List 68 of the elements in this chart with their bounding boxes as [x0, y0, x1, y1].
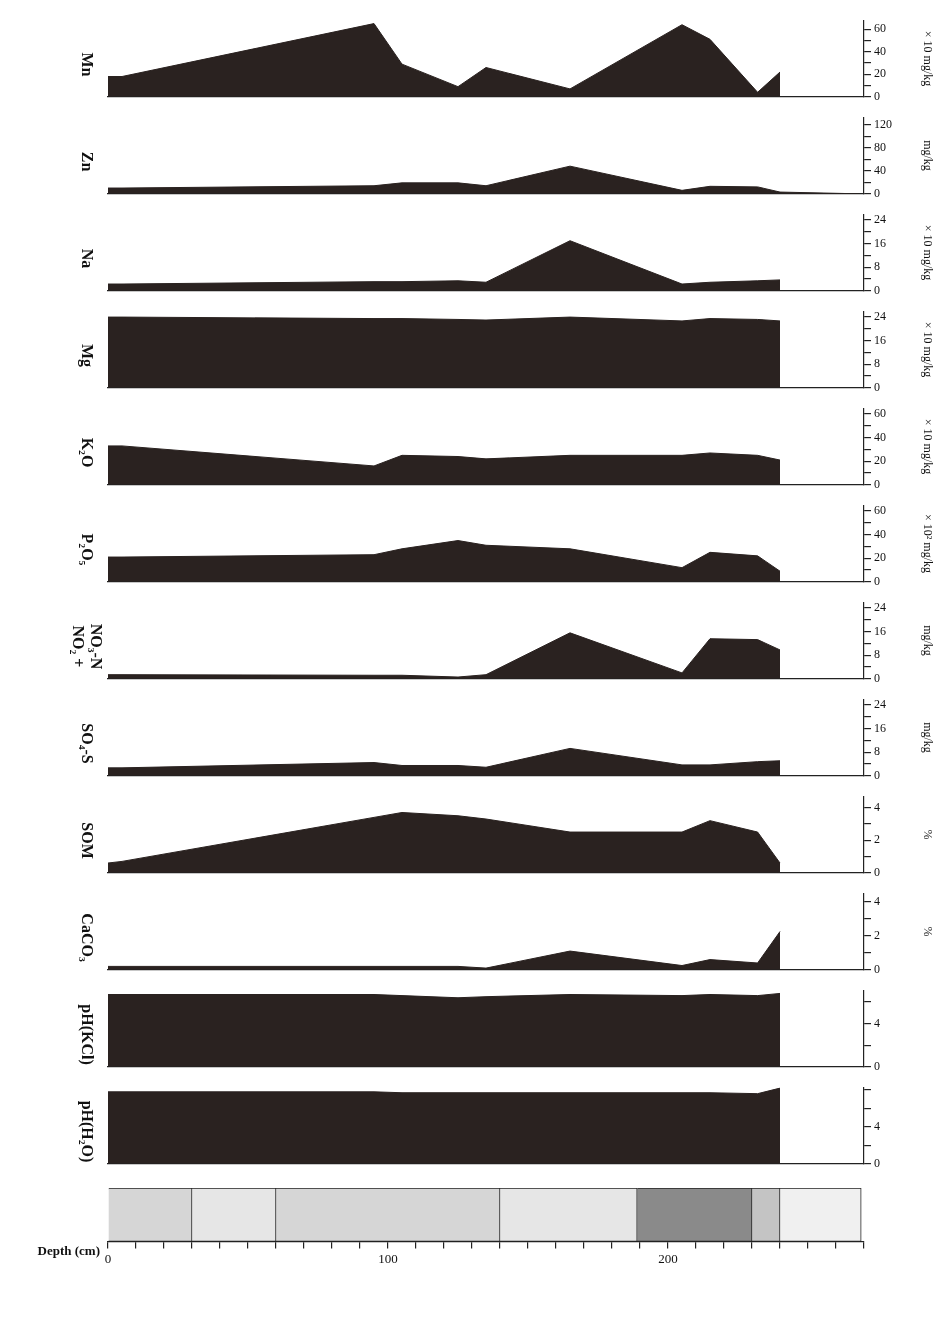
y-tick-label: 24 — [874, 600, 886, 615]
y-axis-title: mg/kg — [920, 140, 935, 171]
text: pH(H₂O) — [77, 1100, 96, 1163]
text: Mn — [78, 52, 96, 77]
x-tick-label: 200 — [658, 1250, 678, 1266]
y-tick-label: 24 — [874, 212, 886, 227]
y-tick-label: 4 — [874, 1015, 880, 1030]
y-axis-title: mg/kg — [920, 722, 935, 753]
y-tick-label: 24 — [874, 697, 886, 712]
y-axis-title: × 10 mg/kg — [920, 30, 935, 87]
y-tick-label: 40 — [874, 43, 886, 58]
y-tick-label: 2 — [874, 927, 880, 942]
text: P₂O₅ — [78, 533, 96, 566]
y-tick-label: 20 — [874, 66, 886, 81]
y-tick-label: 20 — [874, 453, 886, 468]
y-tick-label: 4 — [874, 893, 880, 908]
y-tick-label: 20 — [874, 550, 886, 565]
y-tick-label: 4 — [874, 799, 880, 814]
text: Na — [78, 248, 96, 269]
y-tick-label: 16 — [874, 720, 886, 735]
x-tick-label: 0 — [104, 1250, 112, 1266]
y-tick-label: 16 — [874, 623, 886, 638]
y-tick-label: 0 — [874, 1155, 880, 1170]
y-axis-title: × 10 mg/kg — [920, 418, 935, 475]
y-tick-label: 4 — [874, 1119, 880, 1134]
y-tick-label: 60 — [874, 503, 886, 518]
text: Mg — [77, 343, 96, 368]
y-tick-label: 0 — [874, 767, 880, 782]
y-tick-label: 0 — [874, 282, 880, 297]
text: SOM — [78, 822, 96, 859]
y-tick-label: 40 — [874, 162, 886, 177]
text: pH(KCl) — [77, 1004, 96, 1065]
y-axis-title: × 10² mg/kg — [920, 513, 935, 574]
y-tick-label: 120 — [874, 116, 892, 131]
y-tick-label: 8 — [874, 744, 880, 759]
y-axis-title: % — [920, 926, 935, 937]
y-tick-label: 80 — [874, 139, 886, 154]
y-tick-label: 0 — [874, 476, 880, 491]
y-tick-label: 0 — [874, 379, 880, 394]
text: K₂O — [78, 437, 96, 468]
text: Zn — [78, 151, 96, 172]
text: CaCO₃ — [78, 913, 96, 962]
y-axis-title: × 10 mg/kg — [920, 224, 935, 281]
y-tick-label: 0 — [874, 88, 880, 103]
y-axis-title: % — [920, 829, 935, 840]
x-axis-title: Depth (cm) — [37, 1242, 100, 1258]
y-tick-label: 0 — [874, 961, 880, 976]
y-tick-label: 0 — [874, 864, 880, 879]
y-axis-title: × 10 mg/kg — [920, 321, 935, 378]
y-tick-label: 0 — [874, 1058, 880, 1073]
y-tick-label: 8 — [874, 356, 880, 371]
y-axis-title: mg/kg — [920, 625, 935, 656]
y-tick-label: 16 — [874, 332, 886, 347]
y-tick-label: 40 — [874, 526, 886, 541]
text: SO₄-S — [78, 723, 96, 764]
x-tick-label: 100 — [378, 1250, 398, 1266]
y-tick-label: 40 — [874, 429, 886, 444]
y-tick-label: 24 — [874, 309, 886, 324]
y-tick-label: 0 — [874, 185, 880, 200]
y-tick-label: 60 — [874, 21, 886, 36]
y-tick-label: 16 — [874, 235, 886, 250]
y-tick-label: 0 — [874, 670, 880, 685]
y-tick-label: 60 — [874, 406, 886, 421]
y-tick-label: 0 — [874, 573, 880, 588]
y-tick-label: 8 — [874, 259, 880, 274]
y-tick-label: 8 — [874, 647, 880, 662]
text: NO₂ + NO₃-N — [69, 623, 105, 670]
y-tick-label: 2 — [874, 832, 880, 847]
